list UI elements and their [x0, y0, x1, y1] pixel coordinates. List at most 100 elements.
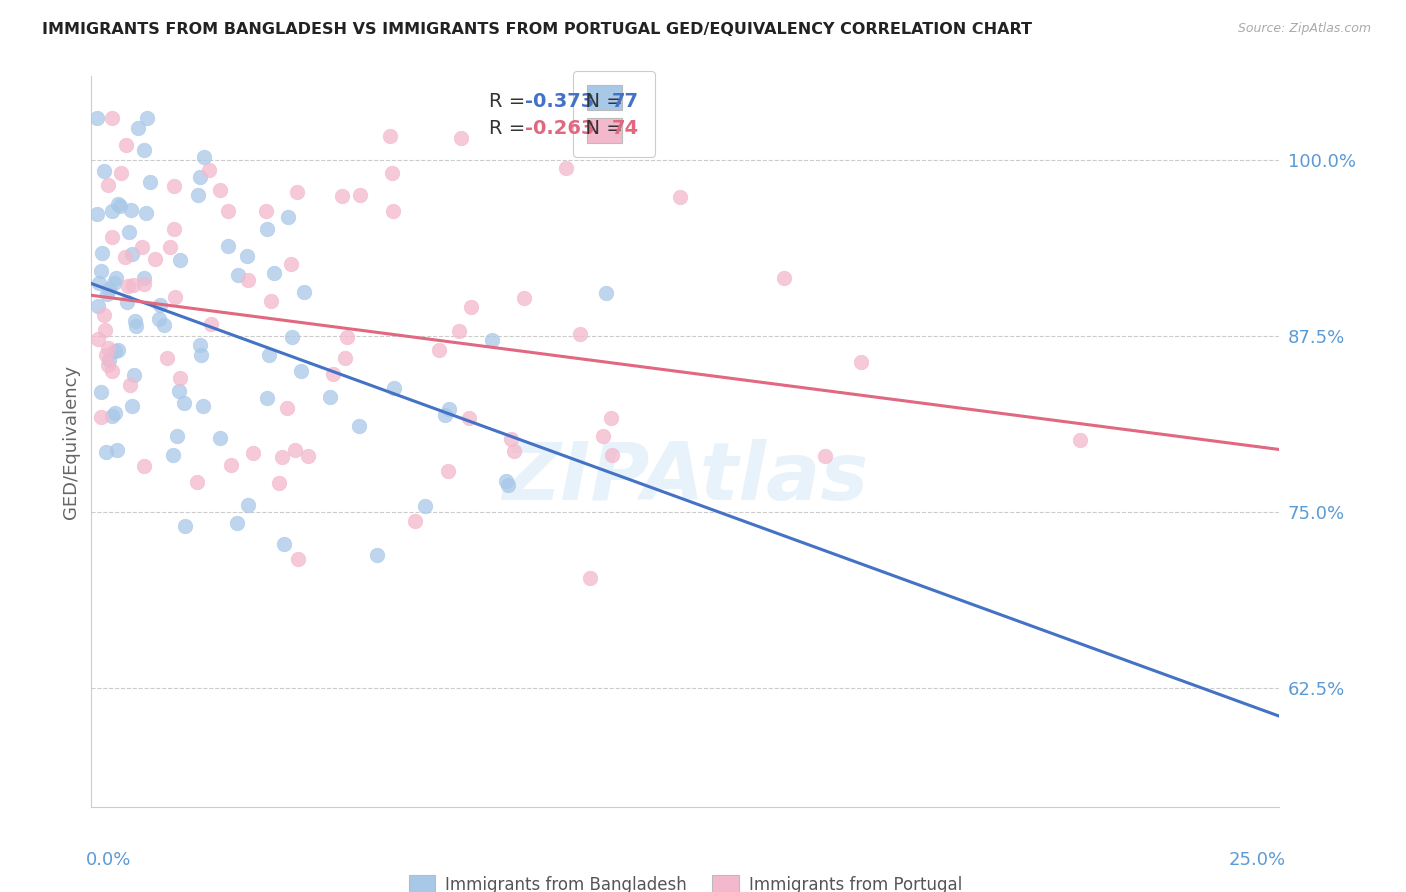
Point	[437, 464, 460, 478]
Point	[127, 120, 149, 135]
Point	[381, 204, 404, 219]
Point	[94, 323, 117, 337]
Point	[427, 343, 450, 357]
Point	[271, 450, 294, 464]
Point	[114, 137, 136, 152]
Point	[120, 377, 142, 392]
Point	[437, 402, 460, 417]
Point	[90, 409, 112, 424]
Point	[235, 249, 257, 263]
Point	[132, 277, 155, 291]
Point	[188, 169, 211, 184]
Point	[336, 329, 359, 343]
Point	[149, 298, 172, 312]
Point	[152, 318, 174, 332]
Point	[173, 396, 195, 410]
Point	[162, 178, 184, 193]
Point	[285, 185, 308, 199]
Point	[273, 537, 295, 551]
Text: N =: N =	[572, 92, 628, 111]
Point	[600, 410, 623, 425]
Point	[380, 128, 402, 143]
Point	[132, 458, 155, 473]
Point	[319, 390, 342, 404]
Point	[132, 270, 155, 285]
Point	[280, 257, 302, 271]
Point	[101, 230, 124, 244]
Point	[257, 347, 280, 361]
Point	[104, 344, 127, 359]
Point	[89, 277, 111, 291]
Point	[200, 318, 222, 332]
Point	[86, 111, 108, 125]
Point	[104, 270, 127, 285]
Point	[90, 385, 112, 400]
Point	[256, 391, 278, 405]
Point	[236, 498, 259, 512]
Point	[503, 444, 526, 458]
Point	[256, 221, 278, 235]
Point	[121, 278, 143, 293]
Point	[110, 166, 132, 180]
Point	[198, 163, 221, 178]
Point	[105, 443, 128, 458]
Point	[554, 161, 576, 175]
Point	[281, 330, 304, 344]
Y-axis label: GED/Equivalency: GED/Equivalency	[62, 365, 80, 518]
Point	[433, 408, 456, 422]
Text: -0.263: -0.263	[524, 119, 595, 138]
Point	[167, 384, 190, 399]
Point	[87, 299, 110, 313]
Point	[139, 175, 162, 189]
Point	[121, 399, 143, 413]
Point	[190, 348, 212, 362]
Text: -0.373: -0.373	[524, 92, 595, 111]
Point	[86, 207, 108, 221]
Point	[97, 341, 120, 355]
Point	[162, 448, 184, 462]
Point	[226, 516, 249, 531]
Point	[145, 252, 167, 266]
Text: 25.0%: 25.0%	[1229, 851, 1285, 869]
Text: N =: N =	[572, 119, 628, 138]
Text: 0.0%: 0.0%	[86, 851, 131, 869]
Point	[287, 551, 309, 566]
Point	[98, 353, 121, 368]
Point	[159, 240, 181, 254]
Point	[125, 318, 148, 333]
Point	[174, 518, 197, 533]
Point	[93, 164, 115, 178]
Point	[1069, 433, 1091, 447]
Point	[124, 368, 146, 383]
Point	[120, 202, 142, 217]
Point	[100, 204, 122, 219]
Point	[166, 429, 188, 443]
Point	[135, 206, 157, 220]
Point	[134, 143, 156, 157]
Point	[332, 189, 354, 203]
Point	[100, 409, 122, 423]
Point	[226, 268, 249, 283]
Point	[595, 285, 617, 300]
Point	[277, 211, 299, 225]
Point	[98, 282, 121, 296]
Point	[381, 166, 404, 180]
Point	[91, 246, 114, 260]
Point	[131, 240, 153, 254]
Point	[124, 313, 146, 327]
Point	[221, 458, 243, 472]
Point	[284, 443, 307, 458]
Point	[186, 475, 208, 489]
Point	[447, 324, 470, 338]
Point	[849, 355, 872, 369]
Point	[163, 222, 186, 236]
Point	[592, 429, 614, 443]
Point	[260, 293, 283, 308]
Point	[513, 291, 536, 305]
Text: 74: 74	[612, 119, 638, 138]
Point	[97, 359, 120, 373]
Point	[93, 309, 115, 323]
Point	[94, 349, 117, 363]
Text: IMMIGRANTS FROM BANGLADESH VS IMMIGRANTS FROM PORTUGAL GED/EQUIVALENCY CORRELATI: IMMIGRANTS FROM BANGLADESH VS IMMIGRANTS…	[42, 22, 1032, 37]
Point	[115, 294, 138, 309]
